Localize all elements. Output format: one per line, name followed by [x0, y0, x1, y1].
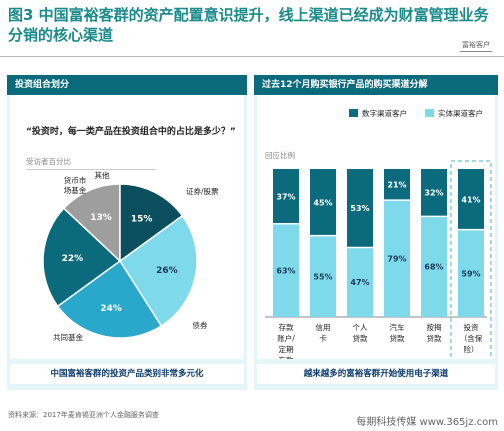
x-tick-label: 贷款: [390, 333, 405, 343]
bar-digital: [384, 169, 410, 201]
pie-slice: [56, 259, 163, 339]
bar-physical: [347, 247, 373, 317]
bar-value-label: 53%: [350, 204, 369, 213]
figure-number: 图3: [8, 6, 34, 24]
bar-digital: [310, 169, 336, 236]
bar-value-label: 41%: [461, 195, 480, 204]
bar-digital: [347, 169, 373, 248]
pie-value-label: 15%: [131, 214, 153, 224]
pie-category-label: 货币市: [64, 175, 87, 185]
x-tick-label: 信用: [316, 322, 331, 332]
divider: [0, 56, 504, 57]
legend-label: 实体渠道客户: [438, 108, 483, 118]
x-tick-label: 汽车: [390, 322, 405, 332]
bar-value-label: 47%: [350, 278, 369, 287]
pie-category-label: 场基金: [64, 185, 87, 195]
bar-value-label: 59%: [461, 269, 480, 278]
question-divider: [26, 169, 156, 170]
bar-physical: [273, 223, 299, 317]
survey-question: “投资时，每一类产品在投资组合中的占比是多少？”: [26, 127, 236, 137]
portfolio-panel: 投资组合划分 “投资时，每一类产品在投资组合中的占比是多少？” 受访者百分比 2…: [7, 75, 247, 390]
bar-value-label: 55%: [313, 272, 332, 281]
bar-value-label: 32%: [424, 189, 443, 198]
x-tick-label: （含保: [460, 333, 483, 343]
watermark: 每期科技传媒 www.365jz.com: [356, 417, 498, 428]
stacked-bar-chart: 数字渠道客户实体渠道客户回应比例37%63%存款账户/定期存款45%55%信用卡…: [265, 108, 492, 359]
title-text: 中国富裕客群的资产配置意识提升，线上渠道已经成为财富管理业务分销的核心渠道: [8, 6, 489, 44]
x-tick-label: 按揭: [427, 322, 442, 332]
bar-physical: [421, 216, 447, 317]
pie-category-label: 共同基金: [53, 332, 83, 342]
source-note: 资料来源：2017年麦肯锡亚洲个人金融服务调查: [8, 411, 159, 419]
bar-value-label: 79%: [387, 255, 406, 264]
page-title: 图3 中国富裕客群的资产配置意识提升，线上渠道已经成为财富管理业务分销的核心渠道: [8, 5, 496, 45]
bar-value-label: 68%: [424, 263, 443, 272]
bar-value-label: 63%: [276, 266, 295, 275]
pie-category-label: 证券/股票: [186, 186, 219, 196]
legend-swatch: [425, 109, 434, 117]
channel-panel-header: 过去12个月购买银行产品的购买渠道分解: [254, 75, 498, 95]
x-tick-label: 卡: [319, 333, 327, 343]
x-tick-label: 贷款: [353, 333, 368, 343]
pie-slice: [42, 207, 122, 308]
bar-physical: [458, 229, 484, 317]
channel-panel-body: 数字渠道客户实体渠道客户回应比例37%63%存款账户/定期存款45%55%信用卡…: [257, 95, 495, 359]
pie-value-label: 24%: [100, 304, 122, 314]
pie-slice: [118, 214, 198, 328]
portfolio-panel-footer: 中国富裕客群的投资产品类别非常多元化: [10, 364, 244, 384]
x-tick-label: 投资: [464, 322, 479, 332]
x-tick-label: 存款: [279, 322, 294, 332]
pie-slice: [62, 183, 121, 263]
channel-panel: 过去12个月购买银行产品的购买渠道分解 数字渠道客户 实体渠道客户回应比例 37% 6…: [254, 75, 498, 390]
bar-value-label: 21%: [387, 181, 406, 190]
pie-slice: [119, 183, 184, 263]
x-tick-label: 账户/: [277, 333, 295, 343]
x-tick-label: 存款: [279, 355, 294, 359]
respondent-label: 受访者百分比: [26, 157, 71, 166]
portfolio-panel-header: 投资组合划分: [7, 75, 247, 95]
x-tick-label: 险）: [464, 344, 479, 354]
channel-panel-footer: 越来越多的富裕客群开始使用电子渠道: [257, 364, 495, 384]
pie-category-label: 债券: [193, 320, 208, 330]
legend-swatch: [349, 109, 358, 117]
bar-digital: [458, 169, 484, 230]
portfolio-panel-body: “投资时，每一类产品在投资组合中的占比是多少？” 受访者百分比 26% 证券/股票…: [10, 95, 244, 359]
pie-value-label: 26%: [156, 266, 178, 276]
bar-digital: [273, 169, 299, 224]
bar-value-label: 45%: [313, 198, 332, 207]
x-tick-label: 个人: [353, 323, 368, 332]
unit-label: 回应比例: [265, 150, 295, 160]
pie-category-label: 其他: [95, 170, 110, 180]
bar-physical: [310, 235, 336, 317]
x-tick-label: 贷款: [427, 333, 442, 343]
logo: 富裕客户: [460, 40, 492, 52]
bar-digital: [421, 169, 447, 217]
bar-physical: [384, 200, 410, 317]
pie-value-label: 13%: [90, 213, 112, 223]
bar-value-label: 37%: [276, 192, 295, 201]
pie-value-label: 22%: [62, 254, 84, 264]
legend-label: 数字渠道客户: [362, 108, 407, 118]
x-tick-label: 定期: [279, 344, 294, 354]
